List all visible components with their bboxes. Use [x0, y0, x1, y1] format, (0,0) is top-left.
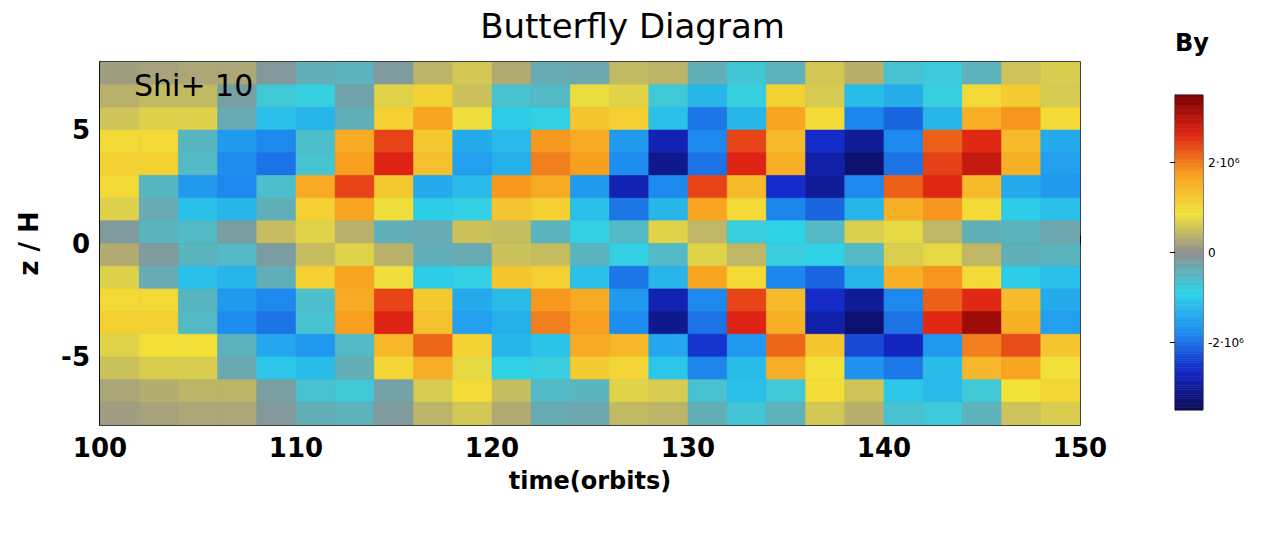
svg-text:0: 0 [1208, 246, 1216, 260]
svg-text:-2·10⁶: -2·10⁶ [1208, 336, 1244, 350]
svg-text:0: 0 [72, 229, 90, 259]
svg-text:time(orbits): time(orbits) [509, 467, 671, 495]
svg-text:110: 110 [269, 433, 323, 463]
svg-text:5: 5 [72, 115, 90, 145]
svg-text:z / H: z / H [14, 211, 44, 276]
svg-text:By: By [1175, 29, 1209, 57]
svg-text:120: 120 [465, 433, 519, 463]
svg-text:-5: -5 [61, 342, 90, 372]
svg-text:150: 150 [1053, 433, 1107, 463]
svg-text:140: 140 [857, 433, 911, 463]
svg-text:130: 130 [661, 433, 715, 463]
svg-text:2·10⁶: 2·10⁶ [1208, 156, 1240, 170]
svg-text:100: 100 [73, 433, 127, 463]
svg-text:Shi+ 10: Shi+ 10 [134, 68, 253, 103]
svg-text:Butterfly Diagram: Butterfly Diagram [480, 6, 785, 46]
